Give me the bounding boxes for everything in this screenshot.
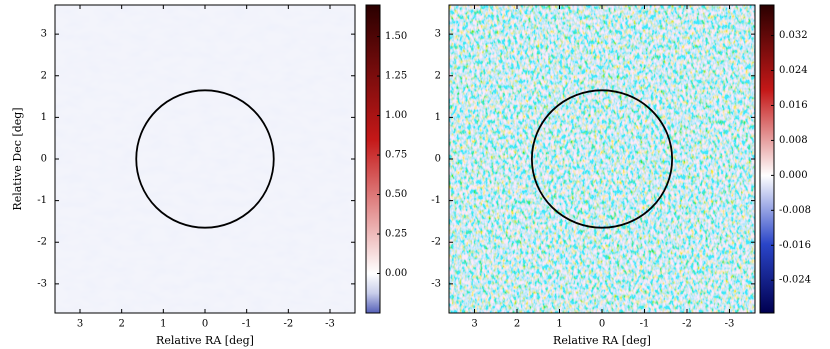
colorbar-tick-label: 0.016 bbox=[779, 100, 808, 111]
y-tick-label: -2 bbox=[431, 237, 441, 248]
y-tick-label: -3 bbox=[431, 278, 441, 289]
colorbar-tick-label: 0.00 bbox=[385, 268, 407, 279]
colorbar-tick-label: 0.008 bbox=[779, 135, 808, 146]
colorbar-tick-label: 1.25 bbox=[385, 71, 407, 82]
colorbar-tick-label: 0.032 bbox=[779, 30, 808, 41]
x-tick-label: -3 bbox=[325, 319, 335, 330]
x-tick-label: -3 bbox=[725, 319, 735, 330]
x-axis-label: Relative RA [deg] bbox=[156, 334, 254, 347]
colorbar-tick-label: 0.024 bbox=[779, 65, 808, 76]
x-axis-label: Relative RA [deg] bbox=[553, 334, 651, 347]
y-tick-label: -1 bbox=[431, 195, 441, 206]
y-tick-label: 2 bbox=[435, 70, 441, 81]
colorbar bbox=[759, 4, 775, 314]
colorbar-tick-label: 1.00 bbox=[385, 110, 407, 121]
y-tick-label: -1 bbox=[37, 195, 47, 206]
circle-outline bbox=[530, 89, 674, 229]
colorbar-tick-label: 0.50 bbox=[385, 189, 407, 200]
colorbar-tick-label: -0.008 bbox=[779, 205, 811, 216]
colorbar-tick-label: 1.50 bbox=[385, 31, 407, 42]
x-tick-label: 1 bbox=[556, 319, 562, 330]
x-tick-label: -2 bbox=[682, 319, 692, 330]
image-texture bbox=[449, 5, 755, 313]
y-axis-label: Relative Dec [deg] bbox=[11, 107, 24, 210]
colorbar-tick-label: 0.000 bbox=[779, 170, 808, 181]
x-tick-label: -2 bbox=[283, 319, 293, 330]
y-tick-label: 0 bbox=[41, 154, 47, 165]
x-tick-label: 0 bbox=[202, 319, 208, 330]
image-texture bbox=[55, 5, 355, 313]
y-tick-label: 3 bbox=[41, 29, 47, 40]
y-tick-label: -3 bbox=[37, 278, 47, 289]
x-tick-label: 3 bbox=[471, 319, 477, 330]
x-tick-label: -1 bbox=[640, 319, 650, 330]
x-tick-label: -1 bbox=[242, 319, 252, 330]
x-tick-label: 2 bbox=[514, 319, 520, 330]
y-tick-label: 1 bbox=[435, 112, 441, 123]
y-tick-label: 0 bbox=[435, 154, 441, 165]
x-tick-label: 2 bbox=[118, 319, 124, 330]
colorbar-tick-label: -0.024 bbox=[779, 275, 811, 286]
y-tick-label: 1 bbox=[41, 112, 47, 123]
colorbar bbox=[365, 4, 381, 314]
y-tick-label: -2 bbox=[37, 237, 47, 248]
x-tick-label: 3 bbox=[77, 319, 83, 330]
y-tick-label: 2 bbox=[41, 70, 47, 81]
circle-outline bbox=[135, 89, 275, 229]
colorbar-tick-label: 0.25 bbox=[385, 229, 407, 240]
y-tick-label: 3 bbox=[435, 29, 441, 40]
colorbar-tick-label: 0.75 bbox=[385, 150, 407, 161]
colorbar-tick-label: -0.016 bbox=[779, 240, 811, 251]
x-tick-label: 0 bbox=[599, 319, 605, 330]
x-tick-label: 1 bbox=[160, 319, 166, 330]
